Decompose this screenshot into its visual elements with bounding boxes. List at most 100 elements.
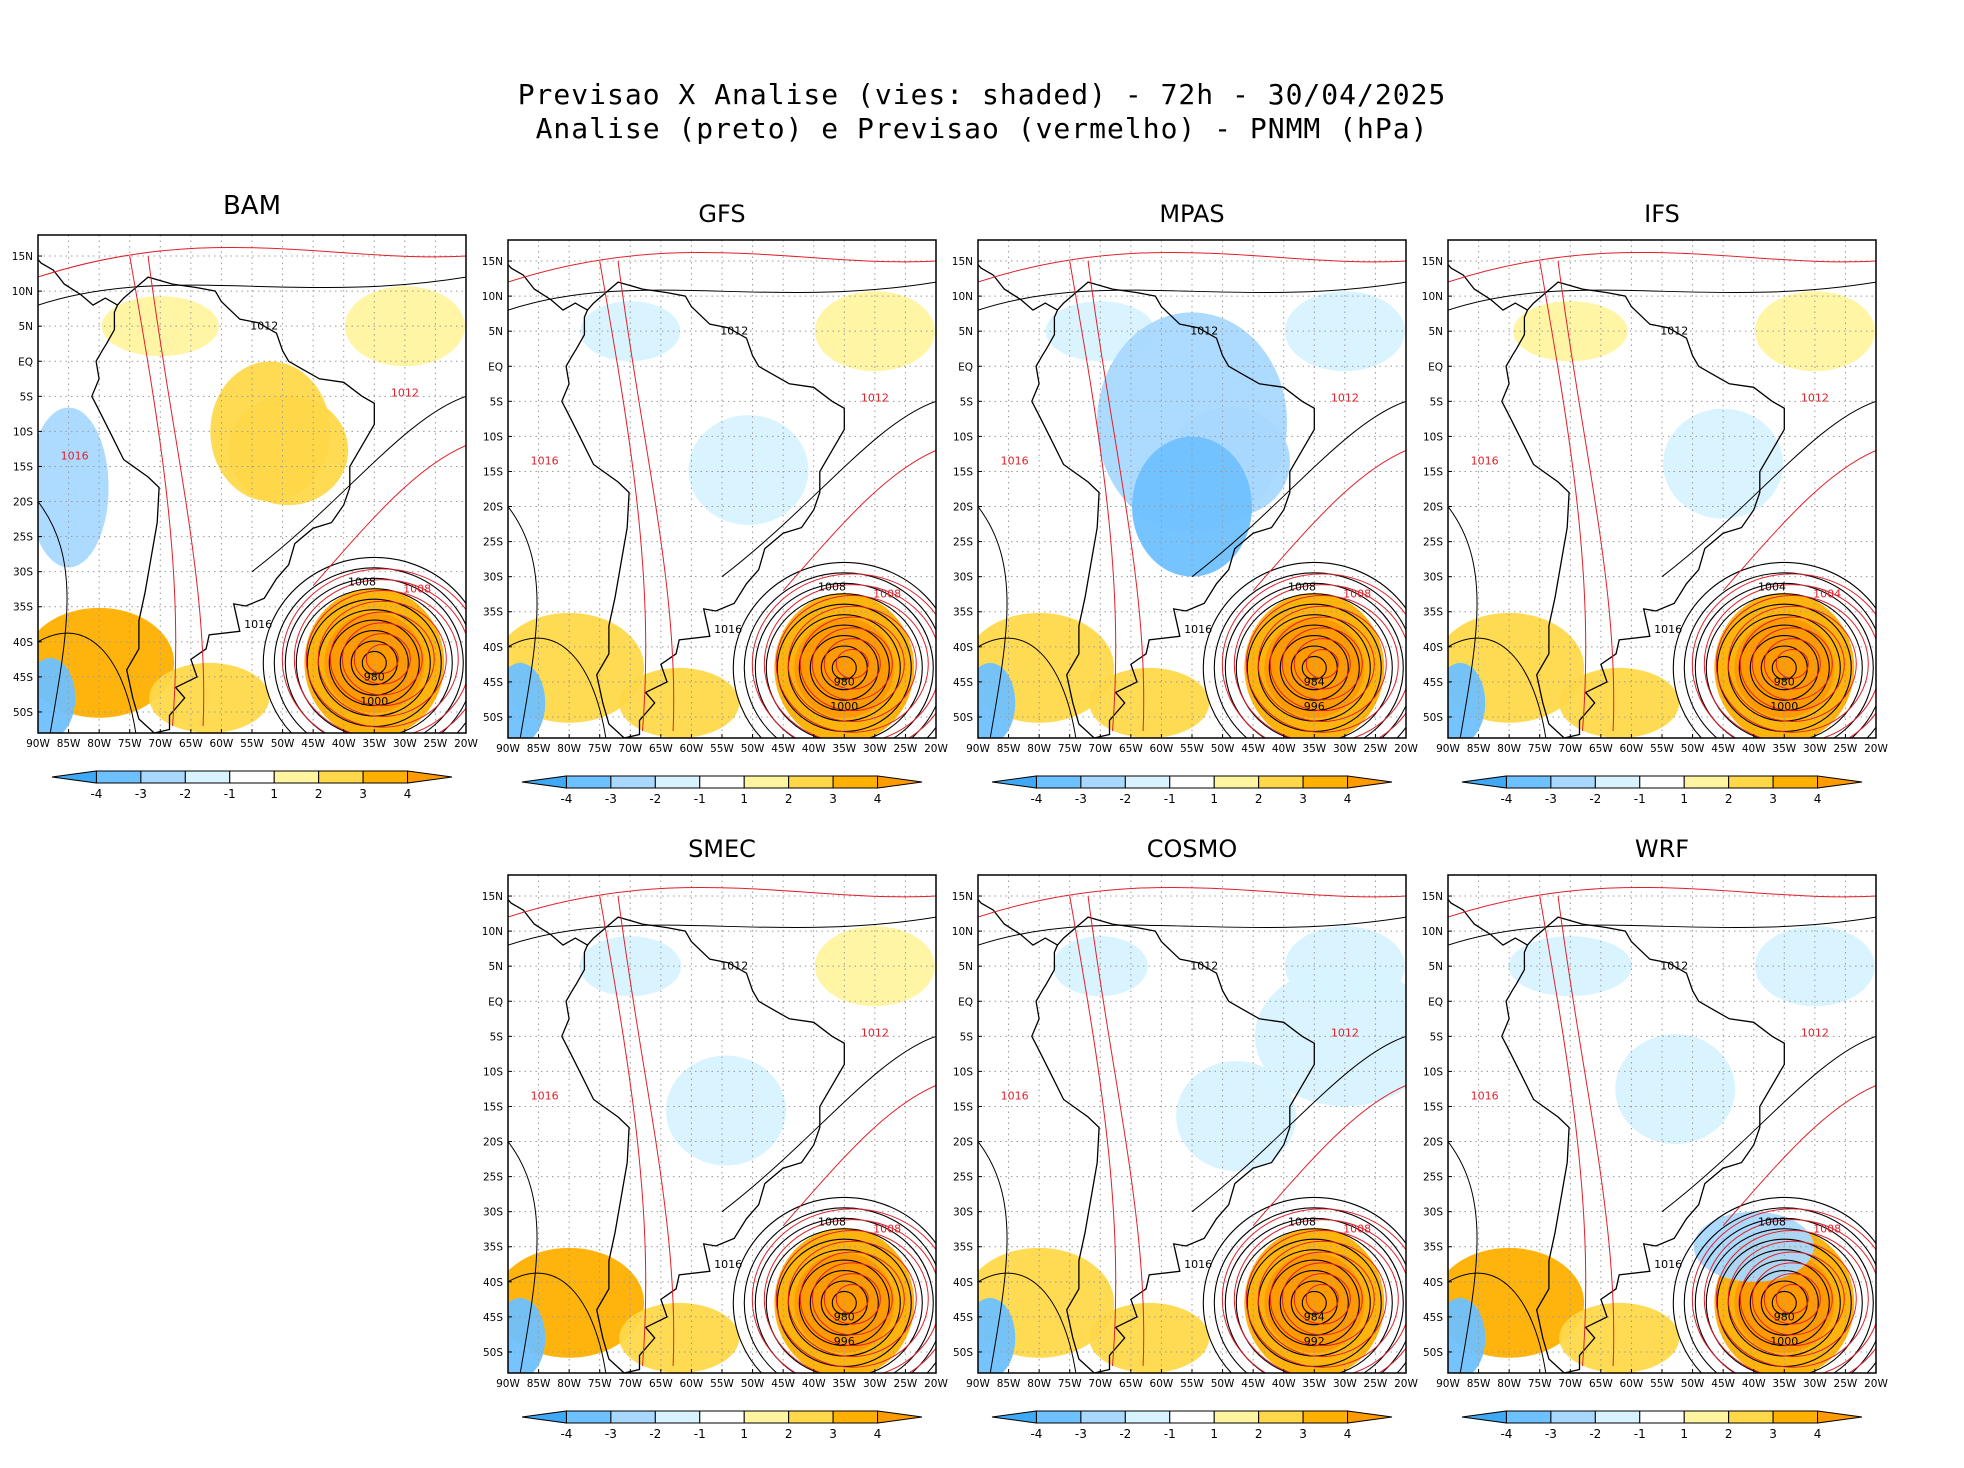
- lon-tick-label: 45W: [1241, 1378, 1265, 1390]
- isobar-label: 1008: [1813, 1223, 1841, 1236]
- isobar-label: 996: [1304, 700, 1325, 713]
- lon-tick-label: 40W: [802, 743, 826, 755]
- lat-tick-label: EQ: [1428, 996, 1443, 1008]
- isobar-label: 1016: [244, 618, 272, 631]
- colorbar-label: 3: [359, 787, 367, 801]
- lon-tick-label: 65W: [1589, 1378, 1613, 1390]
- lon-tick-label: 60W: [680, 1378, 704, 1390]
- lon-tick-label: 80W: [557, 743, 581, 755]
- colorbar-label: -1: [694, 792, 706, 806]
- coastline: [1501, 916, 1785, 1373]
- bias-shading: [1559, 1302, 1680, 1373]
- lat-tick-label: 20S: [1423, 1137, 1443, 1149]
- bias-shading: [1089, 667, 1210, 738]
- lon-tick-label: 45W: [301, 738, 325, 750]
- bias-shading: [1663, 408, 1784, 519]
- lat-tick-label: 10S: [953, 431, 973, 443]
- colorbar-label: -4: [1030, 1427, 1042, 1441]
- isobar-label: 1016: [1184, 623, 1212, 636]
- lat-tick-label: 15S: [953, 466, 973, 478]
- lat-tick-label: 10N: [12, 286, 33, 298]
- lat-tick-label: 50S: [1423, 712, 1443, 724]
- lat-tick-label: 15N: [12, 251, 33, 263]
- lat-tick-label: EQ: [488, 361, 503, 373]
- lon-tick-label: 30W: [1803, 743, 1827, 755]
- lon-tick-label: 50W: [1211, 743, 1235, 755]
- isobar-label: 996: [834, 1335, 855, 1348]
- lat-tick-label: 5S: [490, 1031, 504, 1043]
- map-svg: 1012 1016 1008 984 996 1012 1016 1008 15N 10N 5N EQ…: [952, 239, 1418, 806]
- colorbar: -4 -3 -2 -1 1 2 3 4: [991, 1410, 1393, 1441]
- lat-tick-label: 5N: [958, 326, 973, 338]
- lon-tick-label: 45W: [1711, 1378, 1735, 1390]
- isobar-label: 980: [364, 670, 385, 683]
- lon-tick-label: 85W: [1467, 1378, 1491, 1390]
- lat-tick-label: 20S: [953, 502, 973, 514]
- lat-tick-label: 25S: [13, 532, 33, 544]
- colorbar-label: -4: [90, 787, 102, 801]
- lat-tick-label: 40S: [483, 1277, 503, 1289]
- lon-tick-label: 35W: [832, 743, 856, 755]
- lat-tick-label: 40S: [953, 642, 973, 654]
- isobar-label: 992: [1304, 1335, 1325, 1348]
- lat-tick-label: 5S: [490, 396, 504, 408]
- isobar-label: 1012: [1801, 391, 1829, 404]
- isobar-label: 1012: [1190, 325, 1218, 338]
- colorbar-label: 1: [740, 1427, 748, 1441]
- lon-tick-label: 20W: [1864, 743, 1888, 755]
- lat-tick-label: 30S: [953, 1207, 973, 1219]
- isobar-label: 1008: [818, 1216, 846, 1229]
- colorbar: -4 -3 -2 -1 1 2 3 4: [521, 1410, 923, 1441]
- panel-title: MPAS: [1159, 200, 1225, 228]
- lat-tick-label: 50S: [483, 712, 503, 724]
- lat-tick-label: EQ: [18, 356, 33, 368]
- lat-tick-label: 5S: [960, 1031, 974, 1043]
- lat-tick-label: 25S: [483, 537, 503, 549]
- bias-shading: [508, 662, 546, 738]
- coastline: [1501, 281, 1785, 738]
- lon-tick-label: 70W: [1558, 1378, 1582, 1390]
- bias-shading: [814, 926, 935, 1007]
- bias-shading: [344, 286, 465, 367]
- lon-tick-label: 80W: [1497, 743, 1521, 755]
- colorbar-label: -3: [1545, 1427, 1557, 1441]
- lon-tick-label: 90W: [1436, 743, 1460, 755]
- colorbar-label: 1: [1680, 1427, 1688, 1441]
- colorbar-label: -2: [1589, 792, 1601, 806]
- lat-tick-label: 5N: [958, 961, 973, 973]
- isobar-label: 984: [1304, 675, 1325, 688]
- lat-tick-label: 40S: [1423, 1277, 1443, 1289]
- lon-tick-label: 85W: [997, 1378, 1021, 1390]
- lon-tick-label: 55W: [710, 1378, 734, 1390]
- isobar-label: 1008: [873, 1223, 901, 1236]
- lat-tick-label: 35S: [13, 602, 33, 614]
- lat-tick-label: EQ: [958, 996, 973, 1008]
- lat-tick-label: 40S: [1423, 642, 1443, 654]
- isobar-label: 1008: [1343, 1223, 1371, 1236]
- isobar-label: 1004: [1813, 588, 1841, 601]
- lon-tick-label: 85W: [527, 1378, 551, 1390]
- map-svg: 1012 1016 1008 980 996 1012 1016 1008 15N 10N 5N EQ…: [482, 874, 948, 1441]
- lon-tick-label: 70W: [148, 738, 172, 750]
- isobar-label: 1016: [1471, 1089, 1499, 1102]
- colorbar-label: 3: [1769, 792, 1777, 806]
- lat-tick-label: 40S: [483, 642, 503, 654]
- lat-tick-label: 10N: [482, 291, 503, 303]
- lon-tick-label: 40W: [1272, 743, 1296, 755]
- colorbar-label: -3: [135, 787, 147, 801]
- lat-tick-label: 30S: [483, 1207, 503, 1219]
- isobar-label: 1012: [720, 325, 748, 338]
- colorbar: -4 -3 -2 -1 1 2 3 4: [521, 775, 923, 806]
- lon-tick-label: 55W: [1650, 1378, 1674, 1390]
- lon-tick-label: 50W: [271, 738, 295, 750]
- lat-tick-label: 40S: [13, 637, 33, 649]
- lon-tick-label: 60W: [680, 743, 704, 755]
- colorbar-label: -1: [1634, 792, 1646, 806]
- colorbar-label: -4: [560, 1427, 572, 1441]
- lon-tick-label: 25W: [1364, 1378, 1388, 1390]
- bias-shading: [1448, 662, 1486, 738]
- lon-tick-label: 20W: [1394, 743, 1418, 755]
- isobar-label: 1012: [1660, 960, 1688, 973]
- lon-tick-label: 20W: [924, 743, 948, 755]
- isobar-label: 1012: [861, 1026, 889, 1039]
